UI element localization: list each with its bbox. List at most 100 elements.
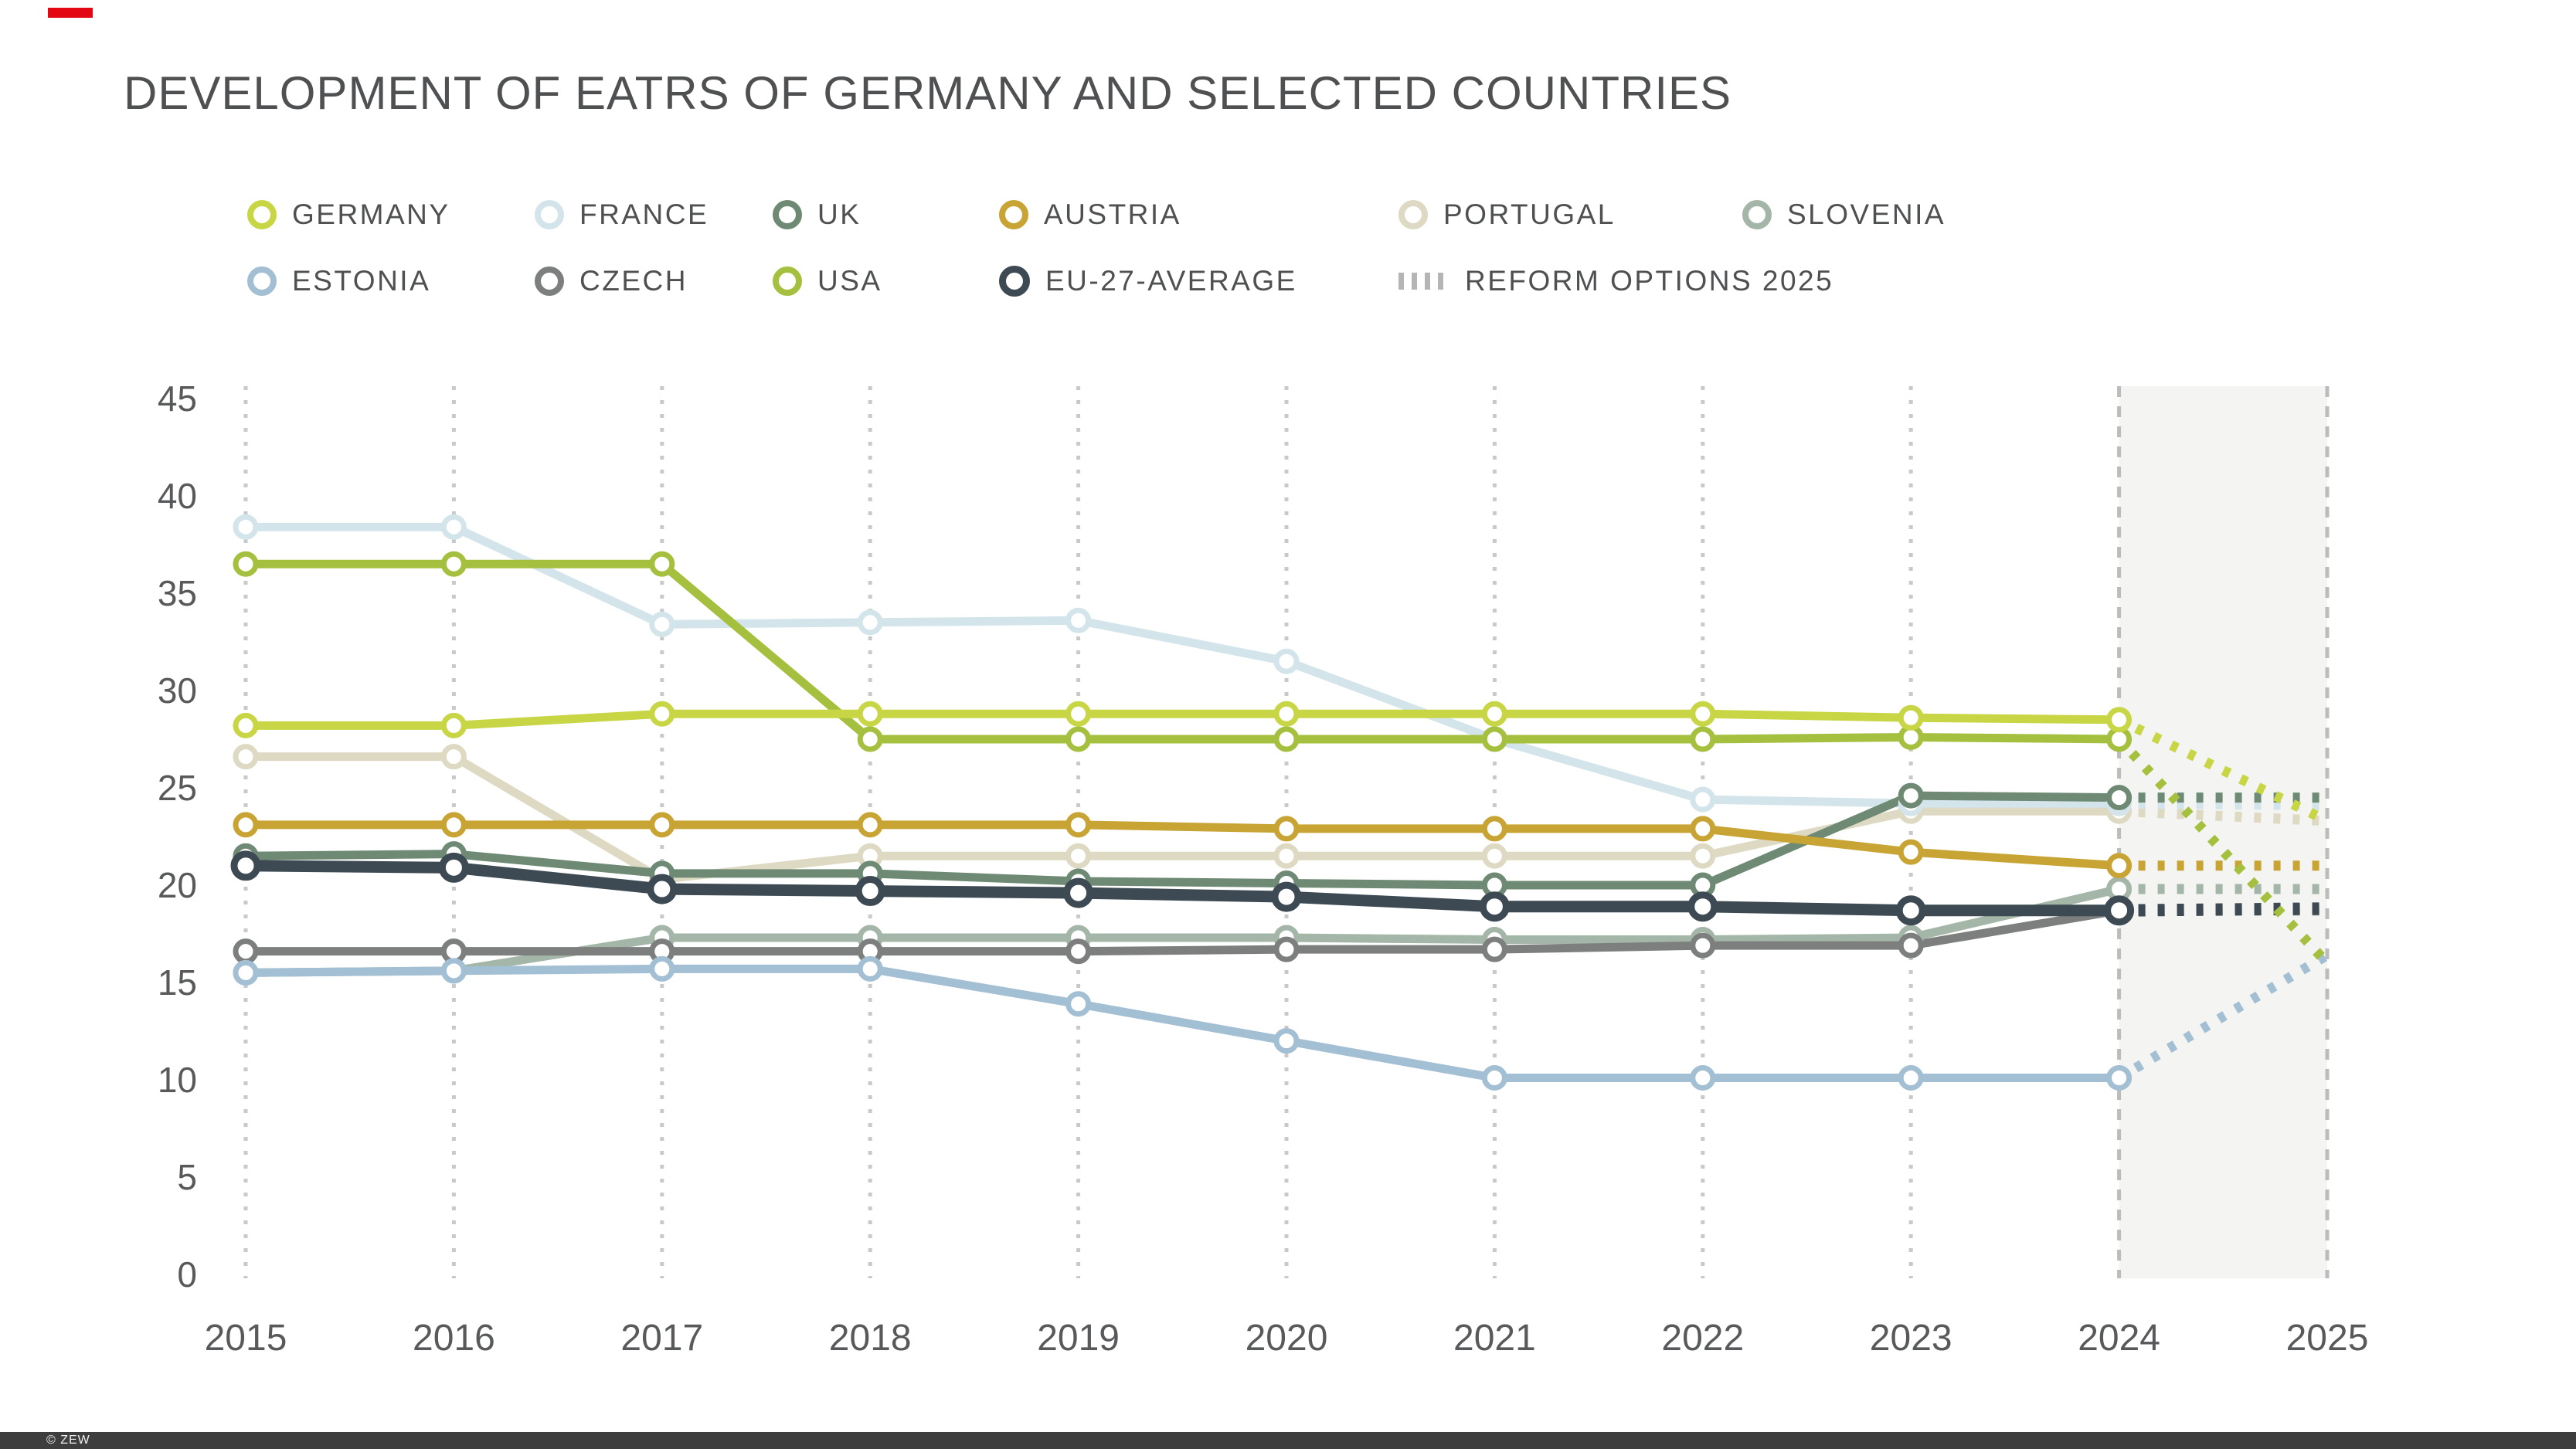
line-austria bbox=[246, 820, 2119, 870]
copyright-label: © ZEW bbox=[46, 1434, 90, 1447]
legend-label-usa: USA bbox=[817, 265, 882, 297]
marker-austria-2022 bbox=[1690, 816, 1716, 842]
marker-germany-2023 bbox=[1898, 704, 1924, 731]
marker-usa-2015 bbox=[233, 551, 259, 577]
marker-portugal-2020 bbox=[1273, 843, 1300, 869]
legend-label-czech: CZECH bbox=[579, 265, 688, 297]
marker-eu-27-average-2017 bbox=[647, 874, 678, 904]
marker-austria-2021 bbox=[1481, 816, 1507, 842]
legend-label-eu-27-average: EU-27-AVERAGE bbox=[1045, 265, 1297, 297]
marker-france-2015 bbox=[233, 514, 259, 540]
legend-ring-czech bbox=[535, 266, 564, 296]
legend-ring-eu-27-average bbox=[999, 266, 1030, 297]
marker-czech-2023 bbox=[1898, 932, 1924, 959]
series-markers-portugal bbox=[233, 744, 2133, 892]
series-line-eu-27-average bbox=[245, 860, 2328, 917]
x-tick-label-2017: 2017 bbox=[620, 1318, 703, 1359]
marker-france-2017 bbox=[649, 611, 675, 637]
marker-eu-27-average-2015 bbox=[230, 850, 261, 881]
x-tick-label-2025: 2025 bbox=[2286, 1318, 2369, 1359]
marker-czech-2020 bbox=[1273, 936, 1300, 962]
series-markers-estonia bbox=[233, 955, 2133, 1091]
marker-usa-2019 bbox=[1065, 726, 1092, 752]
projection-2025-estonia bbox=[2116, 951, 2330, 1083]
marker-eu-27-average-2022 bbox=[1687, 891, 1718, 922]
marker-eu-27-average-2018 bbox=[855, 876, 885, 907]
y-tick-label-5: 5 bbox=[177, 1157, 197, 1197]
marker-estonia-2017 bbox=[649, 955, 675, 982]
marker-estonia-2019 bbox=[1065, 991, 1092, 1017]
x-tick-label-2020: 2020 bbox=[1246, 1318, 1328, 1359]
brand-accent-mark bbox=[48, 8, 93, 18]
footer-bar: © ZEW bbox=[0, 1432, 2576, 1449]
x-axis-labels: 2015 2016 2017 2018 2019 2020 2021 2022 2023 2024… bbox=[205, 1318, 2369, 1359]
marker-austria-2020 bbox=[1273, 816, 1300, 842]
legend-item-usa: USA bbox=[773, 264, 882, 298]
marker-uk-2023 bbox=[1898, 782, 1924, 809]
series-line-estonia bbox=[245, 951, 2330, 1083]
legend-label-portugal: PORTUGAL bbox=[1443, 199, 1616, 230]
x-tick-label-2019: 2019 bbox=[1037, 1318, 1120, 1359]
marker-eu-27-average-2016 bbox=[438, 852, 469, 883]
series-line-germany bbox=[246, 709, 2330, 826]
legend-item-austria: AUSTRIA bbox=[999, 198, 1181, 232]
legend-ring-austria bbox=[999, 200, 1028, 229]
marker-portugal-2021 bbox=[1481, 843, 1507, 869]
legend-item-france: FRANCE bbox=[535, 198, 709, 232]
series-markers-usa bbox=[233, 551, 2133, 752]
x-tick-label-2021: 2021 bbox=[1453, 1318, 1536, 1359]
marker-eu-27-average-2024 bbox=[2104, 895, 2135, 926]
marker-estonia-2015 bbox=[233, 959, 259, 986]
legend-ring-portugal bbox=[1398, 200, 1428, 229]
marker-germany-2020 bbox=[1273, 701, 1300, 727]
marker-france-2019 bbox=[1065, 607, 1092, 633]
marker-portugal-2019 bbox=[1065, 843, 1092, 869]
line-france bbox=[246, 522, 2119, 808]
series-markers-germany bbox=[233, 701, 2133, 738]
line-eu-27-average bbox=[245, 860, 2119, 917]
x-tick-label-2024: 2024 bbox=[2078, 1318, 2160, 1359]
marker-germany-2016 bbox=[440, 712, 467, 738]
marker-germany-2021 bbox=[1481, 701, 1507, 727]
legend-item-slovenia: SLOVENIA bbox=[1742, 198, 1946, 232]
y-tick-label-25: 25 bbox=[158, 768, 197, 808]
legend-label-estonia: ESTONIA bbox=[292, 265, 431, 297]
legend-ring-slovenia bbox=[1742, 200, 1772, 229]
y-tick-label-20: 20 bbox=[158, 865, 197, 905]
legend-ring-germany bbox=[247, 200, 277, 229]
marker-austria-2016 bbox=[440, 812, 467, 838]
marker-germany-2024 bbox=[2106, 707, 2133, 733]
legend-dashes-reform-options bbox=[1398, 273, 1449, 290]
legend-item-uk: UK bbox=[773, 198, 861, 232]
marker-estonia-2021 bbox=[1481, 1064, 1507, 1091]
y-tick-label-10: 10 bbox=[158, 1060, 197, 1100]
x-tick-label-2023: 2023 bbox=[1870, 1318, 1952, 1359]
marker-usa-2020 bbox=[1273, 726, 1300, 752]
y-tick-label-15: 15 bbox=[158, 962, 197, 1003]
legend-item-reform-options-2025: REFORM OPTIONS 2025 bbox=[1398, 264, 1833, 298]
series-line-usa bbox=[246, 559, 2331, 967]
marker-estonia-2024 bbox=[2106, 1064, 2133, 1091]
marker-usa-2018 bbox=[857, 726, 883, 752]
marker-czech-2021 bbox=[1481, 936, 1507, 962]
legend-ring-france bbox=[535, 200, 564, 229]
marker-france-2022 bbox=[1690, 786, 1716, 813]
legend-label-germany: GERMANY bbox=[292, 199, 450, 230]
x-tick-label-2015: 2015 bbox=[205, 1318, 287, 1359]
legend-item-czech: CZECH bbox=[535, 264, 688, 298]
legend-item-portugal: PORTUGAL bbox=[1398, 198, 1616, 232]
marker-austria-2018 bbox=[857, 812, 883, 838]
line-estonia bbox=[245, 964, 2119, 1082]
marker-germany-2017 bbox=[649, 701, 675, 727]
x-tick-label-2018: 2018 bbox=[829, 1318, 912, 1359]
legend-label-uk: UK bbox=[817, 199, 861, 230]
y-tick-label-35: 35 bbox=[158, 573, 197, 613]
marker-portugal-2016 bbox=[440, 744, 467, 770]
marker-estonia-2023 bbox=[1898, 1064, 1924, 1091]
marker-czech-2019 bbox=[1065, 938, 1092, 965]
series-markers-austria bbox=[233, 812, 2133, 879]
y-axis-labels: 0 5 10 15 20 25 30 35 40 45 bbox=[158, 378, 197, 1295]
legend-label-france: FRANCE bbox=[579, 199, 709, 230]
marker-austria-2015 bbox=[233, 812, 259, 838]
